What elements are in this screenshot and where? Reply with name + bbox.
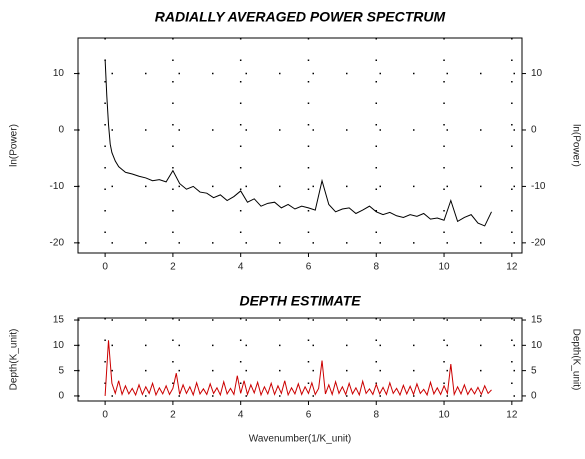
- x-tick-label: 12: [506, 410, 518, 421]
- x-tick-label: 4: [238, 262, 244, 273]
- y2-tick-label: -20: [531, 237, 546, 248]
- x-tick-label: 6: [306, 410, 312, 421]
- y2-tick-label: 10: [531, 340, 543, 351]
- y2-axis-label: ln(Power): [570, 124, 581, 167]
- x-tick-label: 8: [373, 262, 379, 273]
- y-axis-label: Depth(K_unit): [9, 329, 20, 391]
- y-tick-label: 10: [53, 340, 65, 351]
- x-tick-label: 12: [506, 262, 518, 273]
- y2-tick-label: 0: [531, 125, 537, 136]
- x-tick-label: 10: [438, 410, 450, 421]
- y-tick-label: 10: [53, 68, 65, 79]
- chart-title: RADIALLY AVERAGED POWER SPECTRUM: [155, 9, 446, 25]
- y-tick-label: 0: [58, 125, 64, 136]
- chart-title: DEPTH ESTIMATE: [239, 293, 361, 309]
- y-tick-label: 5: [58, 365, 64, 376]
- y-tick-label: -10: [50, 181, 65, 192]
- x-tick-label: 4: [238, 410, 244, 421]
- x-tick-label: 6: [306, 262, 312, 273]
- y2-tick-label: -10: [531, 181, 546, 192]
- x-axis-label: Wavenumber(1/K_unit): [249, 434, 351, 445]
- y2-tick-label: 15: [531, 315, 543, 326]
- x-tick-label: 2: [170, 262, 176, 273]
- y-axis-label: ln(Power): [9, 124, 20, 167]
- x-tick-label: 0: [102, 262, 108, 273]
- y2-tick-label: 10: [531, 68, 543, 79]
- x-tick-label: 10: [438, 262, 450, 273]
- data-line: [104, 340, 492, 397]
- x-tick-label: 2: [170, 410, 176, 421]
- x-tick-label: 8: [373, 410, 379, 421]
- y2-tick-label: 5: [531, 365, 537, 376]
- y2-axis-label: Depth(K_unit): [570, 329, 581, 391]
- plot-frame: [77, 37, 523, 254]
- y-tick-label: 15: [53, 315, 65, 326]
- plot-frame: [77, 317, 523, 402]
- y2-tick-label: 0: [531, 391, 537, 402]
- data-line: [104, 59, 492, 227]
- y-tick-label: -20: [50, 237, 65, 248]
- y-tick-label: 0: [58, 391, 64, 402]
- x-tick-label: 0: [102, 410, 108, 421]
